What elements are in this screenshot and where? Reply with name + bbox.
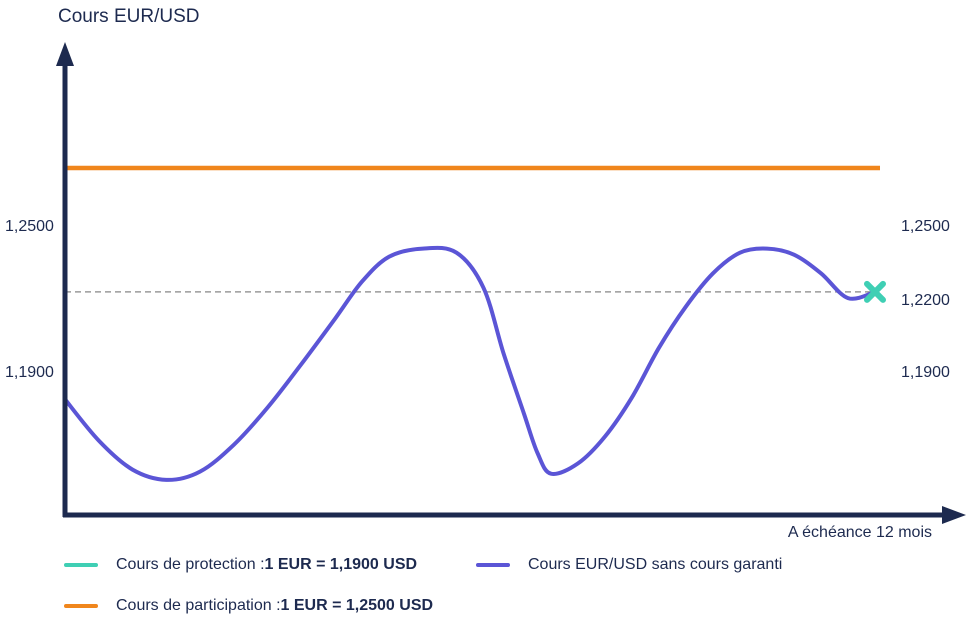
maturity-marker-stroke-2: [864, 280, 886, 303]
eurusd-curve: [63, 245, 877, 482]
x-axis-label: A échéance 12 mois: [788, 524, 932, 541]
y-tick-right-1-2500: 1,2500: [901, 218, 950, 235]
y-tick-left-1-1900: 1,1900: [5, 364, 54, 381]
axes: [56, 42, 966, 524]
y-tick-right-1-2200: 1,2200: [901, 292, 950, 309]
y-tick-right-1-1900: 1,1900: [901, 364, 950, 381]
x-axis-arrow: [942, 506, 966, 524]
y-tick-left-1-2500: 1,2500: [5, 218, 54, 235]
maturity-marker-x: [864, 280, 886, 303]
y-axis-title: Cours EUR/USD: [58, 6, 199, 27]
y-axis-arrow: [56, 42, 74, 66]
